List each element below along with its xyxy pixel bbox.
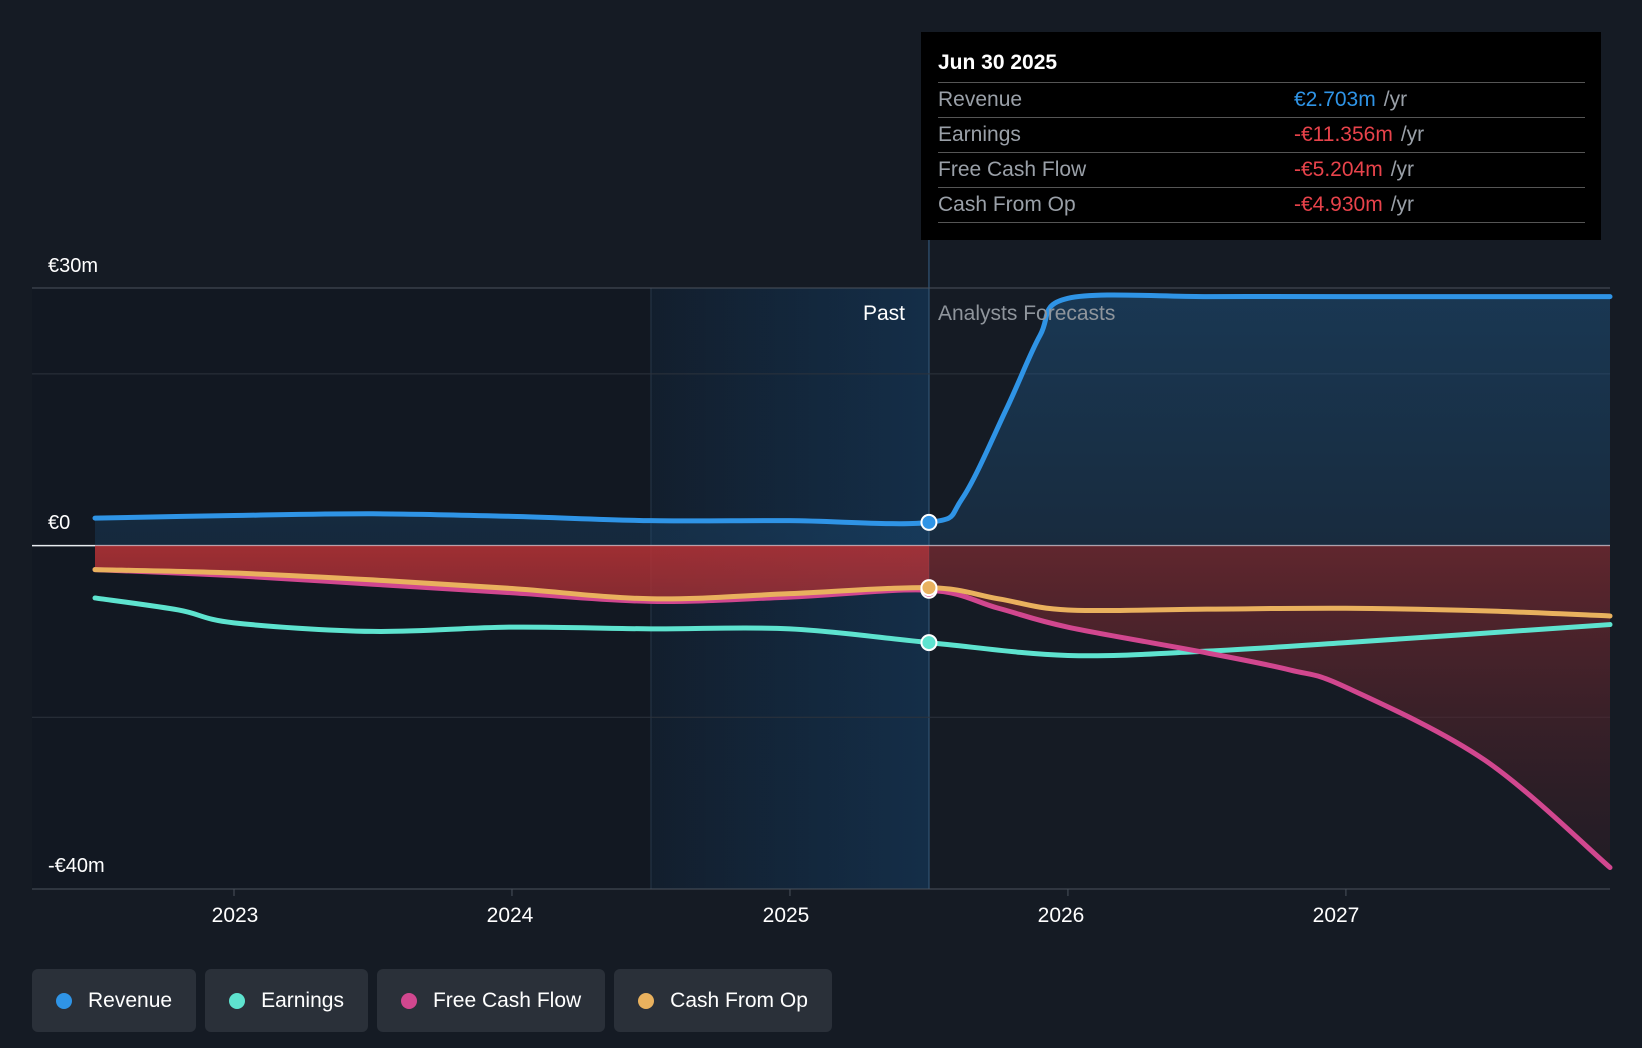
tooltip-label: Free Cash Flow [938,158,1087,181]
tooltip-unit: /yr [1390,193,1415,216]
legend: Revenue Earnings Free Cash Flow Cash Fro… [32,969,841,1032]
x-tick-label-2024: 2024 [487,904,534,927]
tooltip-unit: /yr [1390,158,1415,181]
tooltip-row-free-cash-flow: Free Cash Flow -€5.204m/yr [938,153,1585,188]
tooltip-value: -€5.204m [1294,158,1383,181]
y-tick-label-bottom: -€40m [48,855,105,877]
revenue-marker [920,513,938,531]
tooltip-row-revenue: Revenue €2.703m/yr [938,83,1585,118]
legend-label: Earnings [261,988,344,1012]
cash-from-op-line [92,567,1613,619]
tooltip-panel: Jun 30 2025 Revenue €2.703m/yr Earnings … [921,32,1601,240]
tooltip-row-earnings: Earnings -€11.356m/yr [938,118,1585,153]
free-cash-flow-line [92,567,1613,871]
legend-label: Free Cash Flow [432,988,582,1012]
tooltip-label: Revenue [938,88,1023,111]
earnings-line [92,595,1613,659]
cash-from-op-dot-icon [638,992,655,1009]
legend-item-cash-from-op[interactable]: Cash From Op [614,969,832,1032]
legend-item-revenue[interactable]: Revenue [32,969,197,1032]
revenue-area [95,294,1610,546]
free-cash-flow-dot-icon [400,992,417,1009]
revenue-dot-icon [56,992,72,1009]
cash-from-op-marker [920,579,938,597]
revenue-line [92,292,1613,527]
earnings-marker [920,634,938,652]
negative-area-forecast [928,545,1610,868]
tooltip-value-wrap: -€4.930m/yr [1294,188,1414,222]
tooltip-label: Earnings [938,123,1021,146]
tooltip-value-wrap: -€5.204m/yr [1294,153,1414,187]
y-tick-label-top: €30m [48,255,98,277]
legend-label: Cash From Op [670,988,808,1012]
legend-item-earnings[interactable]: Earnings [205,969,368,1032]
tooltip-label: Cash From Op [938,193,1076,216]
tooltip-value: -€11.356m [1294,123,1393,146]
y-tick-label-zero: €0 [48,512,70,534]
negative-area-past [95,545,929,602]
x-tick-label-2025: 2025 [763,904,810,927]
legend-item-free-cash-flow[interactable]: Free Cash Flow [376,969,606,1032]
tooltip-value: €2.703m [1294,88,1376,111]
tooltip-row-cash-from-op: Cash From Op -€4.930m/yr [938,188,1585,223]
legend-label: Revenue [88,988,173,1012]
earnings-dot-icon [229,992,246,1009]
tooltip-value-wrap: €2.703m/yr [1294,83,1407,117]
past-label: Past [863,302,905,325]
tooltip-unit: /yr [1400,123,1425,146]
tooltip-value-wrap: -€11.356m/yr [1294,118,1424,152]
x-tick-label-2027: 2027 [1313,904,1360,927]
forecast-label: Analysts Forecasts [938,302,1115,325]
tooltip-date: Jun 30 2025 [938,46,1585,83]
tooltip-unit: /yr [1383,88,1408,111]
x-tick-label-2023: 2023 [212,904,259,927]
x-tick-label-2026: 2026 [1038,904,1085,927]
tooltip-value: -€4.930m [1294,193,1383,216]
